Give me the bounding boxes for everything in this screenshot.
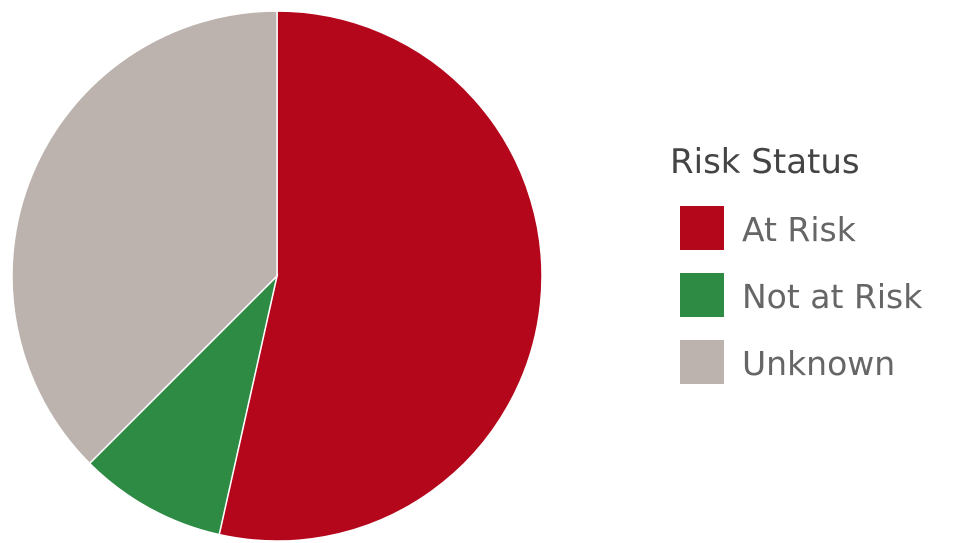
legend-label-not-at-risk: Not at Risk	[742, 277, 923, 316]
pie-slice-unknown	[11, 10, 278, 465]
legend-swatch-not-at-risk	[680, 273, 724, 317]
legend-title: Risk Status	[670, 142, 860, 182]
legend-swatch-unknown	[680, 340, 724, 384]
legend: Risk Status At Risk Not at Risk Unknown	[670, 142, 923, 384]
pie-slice-not-at-risk	[88, 273, 279, 536]
pie-slice-at-risk	[218, 10, 543, 542]
pie-slices	[11, 10, 543, 542]
legend-swatch-at-risk	[680, 206, 724, 250]
legend-label-unknown: Unknown	[742, 344, 895, 383]
legend-label-at-risk: At Risk	[742, 210, 857, 249]
